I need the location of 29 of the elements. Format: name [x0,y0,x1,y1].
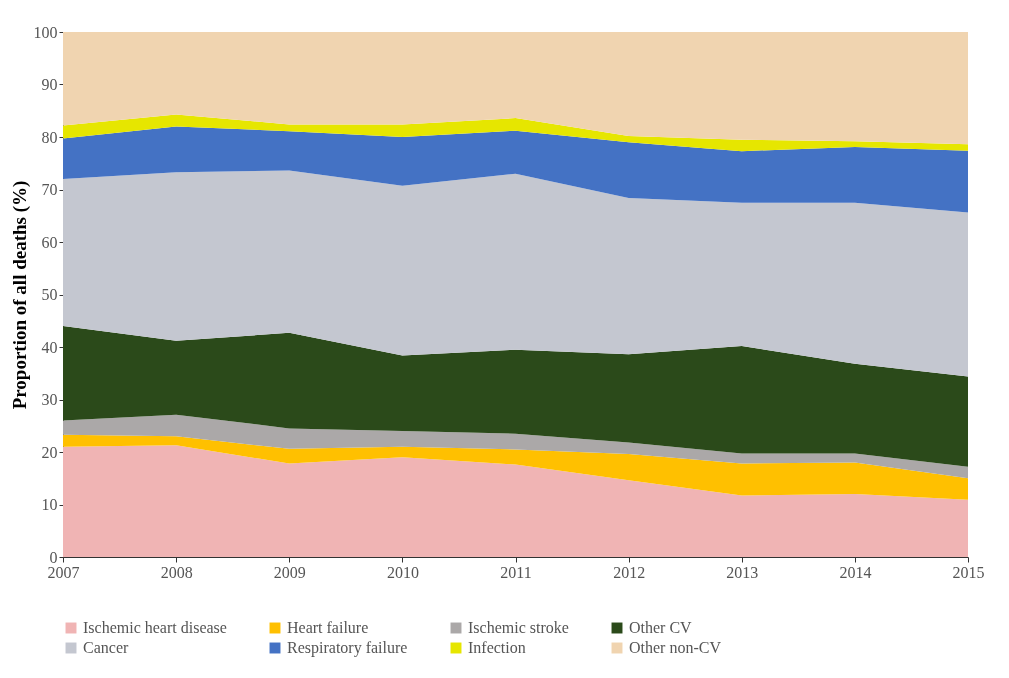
y-tick-label: 40 [41,338,58,356]
y-tick-label: 80 [41,128,58,146]
legend-label: Respiratory failure [287,639,408,657]
x-tick-label: 2015 [952,563,985,581]
y-tick-label: 90 [41,76,58,93]
x-tick-label: 2012 [613,563,646,581]
y-tick-label: 70 [41,181,58,198]
x-tick-label: 2009 [273,563,306,581]
x-tick-label: 2007 [47,563,80,581]
x-tick-label: 2014 [839,563,872,581]
legend-label: Cancer [83,639,129,656]
legend-label: Heart failure [287,619,369,636]
legend-label: Other CV [629,619,693,636]
y-tick-label: 20 [41,443,58,461]
legend-label: Infection [468,639,526,656]
legend-label: Ischemic heart disease [83,619,227,636]
x-tick-label: 2011 [500,563,532,581]
y-tick-label: 100 [33,23,58,41]
y-tick-label: 50 [41,286,58,303]
y-tick-label: 60 [41,233,58,251]
y-tick-label: 10 [41,496,58,513]
x-tick-label: 2008 [160,563,193,581]
y-tick-label: 0 [49,548,58,566]
x-tick-label: 2010 [386,563,419,581]
x-tick-label: 2013 [726,563,759,581]
y-axis-title: Proportion of all deaths (%) [8,180,31,410]
legend-label: Other non-CV [629,639,722,656]
y-tick-label: 30 [41,391,58,408]
legend-label: Ischemic stroke [468,619,569,636]
